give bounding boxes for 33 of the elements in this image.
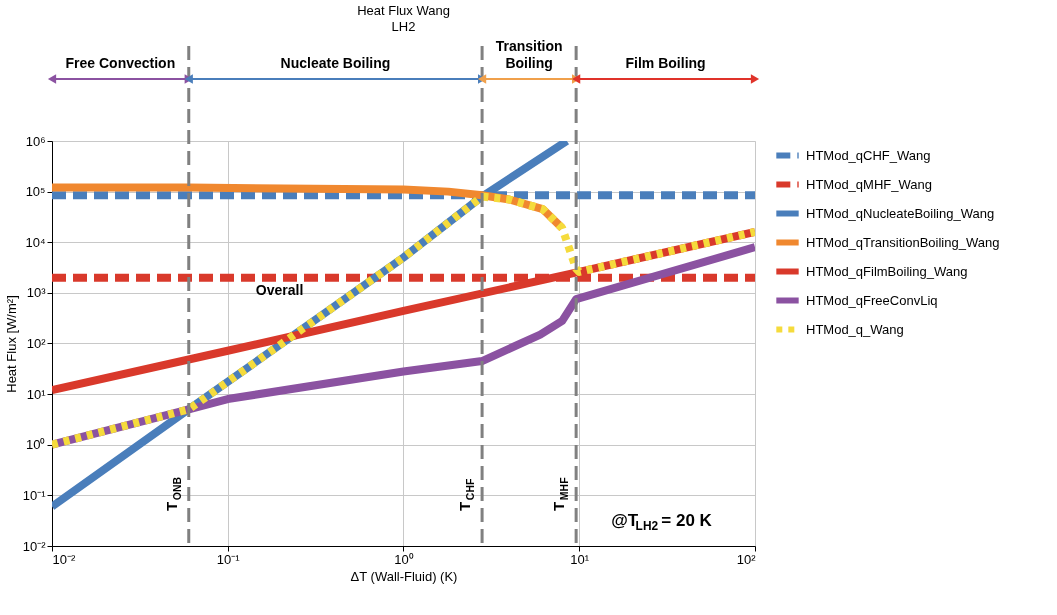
text: Free Convection [65,55,176,71]
ref-line-label: TMHF [550,476,571,511]
y-tick-label: 10⁰ [26,437,46,453]
y-tick-label: 10⁻¹ [22,487,47,503]
x-tick-label: 10⁰ [394,551,414,567]
y-tick-label: 10⁵ [25,184,46,200]
x-tick-label: 10¹ [570,551,590,567]
chart-subtitle: LH2 [391,19,416,34]
y-tick-label: 10⁶ [25,133,46,149]
y-tick-label: 10⁴ [25,234,46,250]
x-tick-label: 10² [736,551,757,567]
text: Film Boiling [625,55,706,71]
ref-line-label: TONB [162,476,183,511]
y-tick-label: 10⁻² [22,538,47,554]
legend-label: HTMod_q_Wang [806,321,904,337]
legend-label: HTMod_qMHF_Wang [806,176,932,192]
x-tick-label: 10⁻¹ [216,551,241,567]
y-tick-label: 10¹ [26,386,47,402]
legend-label: HTMod_qTransitionBoiling_Wang [806,234,1000,250]
x-axis-title: ΔT (Wall-Fluid) (K) [350,568,458,584]
legend-label: HTMod_qCHF_Wang [806,147,931,163]
legend-label: HTMod_qFreeConvLiq [806,292,938,308]
y-axis-title: Heat Flux [W/m²] [3,295,19,393]
legend-label: HTMod_qNucleateBoiling_Wang [806,205,995,221]
y-tick-label: 10² [26,336,47,351]
chart-title: Heat Flux Wang [357,3,450,18]
legend-label: HTMod_qFilmBoiling_Wang [806,263,968,279]
text: Nucleate Boiling [280,55,391,71]
text: Transition Boiling [495,38,563,71]
annotation: Overall [255,281,304,298]
ref-line-label: TCHF [456,478,477,511]
y-tick-label: 10³ [26,285,47,301]
x-tick-label: 10⁻² [52,551,76,567]
